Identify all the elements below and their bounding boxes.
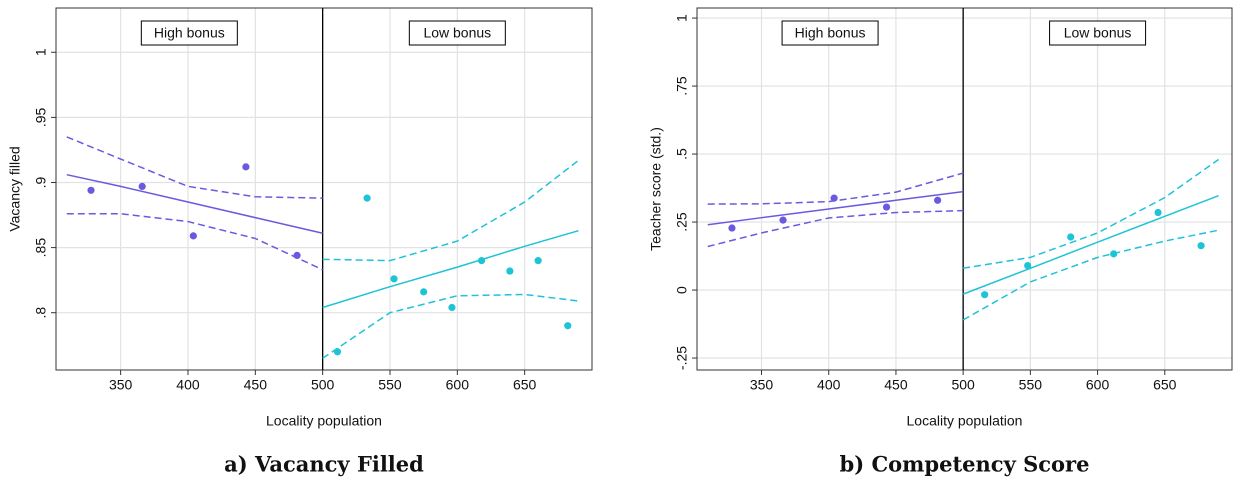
y-tick-label: .8 (33, 307, 49, 319)
panel-label: Low bonus (423, 25, 491, 41)
plot-area (697, 8, 1232, 370)
ci-upper (963, 158, 1219, 270)
x-tick-label: 650 (513, 377, 537, 393)
plot-frame (55, 7, 593, 371)
point (779, 216, 787, 224)
point (534, 257, 542, 265)
point (1154, 208, 1162, 217)
point (333, 348, 342, 356)
ci-upper (707, 172, 964, 205)
x-tick-label: 550 (378, 377, 402, 393)
x-tick-label: 500 (951, 377, 975, 393)
y-tick-label: -.25 (674, 346, 690, 370)
plot-frame (696, 7, 1233, 371)
panel-label: High bonus (154, 25, 225, 41)
caption: b) Competency Score (840, 452, 1090, 477)
panel-label-box (140, 20, 238, 46)
plot-area (56, 8, 592, 370)
x-tick-label: 350 (109, 377, 133, 393)
point (1110, 250, 1118, 258)
point (242, 163, 250, 171)
point (363, 194, 371, 202)
point (420, 288, 428, 296)
x-tick-label: 600 (446, 377, 470, 393)
point (189, 232, 197, 240)
x-tick-label: 550 (1019, 377, 1043, 393)
y-tick-label: .25 (674, 212, 690, 232)
y-tick-label: .5 (674, 148, 690, 160)
point (564, 322, 572, 330)
ci-lower (962, 229, 1219, 321)
point (882, 203, 891, 211)
y-tick-label: .75 (674, 76, 690, 96)
point (1197, 242, 1205, 250)
ci-upper (322, 159, 579, 262)
panel-label: Low bonus (1064, 25, 1132, 41)
y-axis-label: Teacher score (std.) (648, 127, 664, 251)
fit-line (322, 229, 579, 309)
point (1067, 233, 1075, 241)
ci-lower (322, 293, 579, 359)
fit-line (962, 194, 1219, 295)
point (390, 275, 398, 283)
fit-line (707, 190, 964, 226)
point (87, 186, 95, 194)
y-tick-label: .85 (33, 238, 49, 258)
point (1024, 261, 1032, 270)
x-tick-label: 350 (750, 377, 774, 393)
caption: a) Vacancy Filled (224, 452, 424, 477)
y-tick-label: 1 (33, 48, 49, 56)
point (981, 291, 989, 299)
point (477, 257, 486, 265)
x-tick-label: 650 (1153, 377, 1177, 393)
point (934, 196, 942, 204)
panel-label: High bonus (795, 25, 866, 41)
y-axis-label: Vacancy filled (7, 146, 23, 231)
x-tick-label: 400 (817, 377, 841, 393)
ci-upper (66, 136, 323, 199)
point (293, 251, 301, 260)
y-tick-label: 0 (674, 286, 690, 294)
point (506, 267, 514, 275)
x-tick-label: 450 (884, 377, 908, 393)
point (830, 194, 838, 202)
y-tick-label: 1 (674, 14, 690, 22)
panel-label-box (781, 20, 879, 46)
panel-label-box (1049, 20, 1147, 46)
x-tick-label: 500 (311, 377, 335, 393)
point (138, 182, 146, 190)
point (728, 224, 736, 232)
y-tick-label: .95 (33, 107, 49, 127)
point (448, 303, 456, 312)
y-tick-label: .9 (33, 176, 49, 188)
fit-line (66, 173, 323, 235)
ci-lower (66, 212, 323, 271)
ci-lower (707, 209, 964, 248)
x-axis-label: Locality population (266, 413, 382, 429)
x-tick-label: 600 (1086, 377, 1110, 393)
x-axis-label: Locality population (907, 413, 1023, 429)
x-tick-label: 400 (176, 377, 200, 393)
panel-label-box (408, 20, 506, 46)
x-tick-label: 450 (244, 377, 268, 393)
